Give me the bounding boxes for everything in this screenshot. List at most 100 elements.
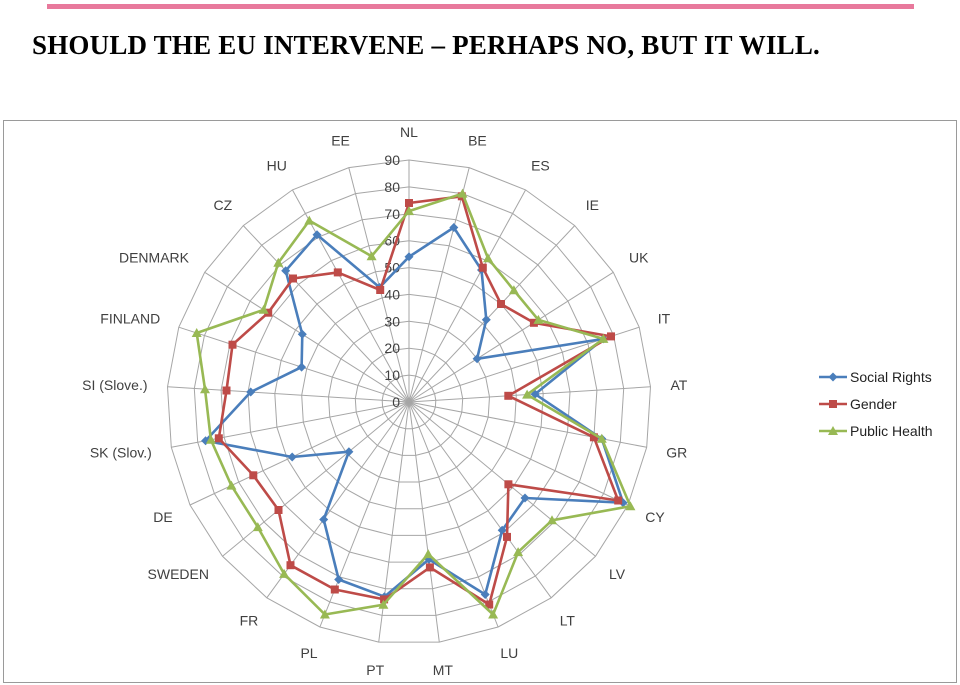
tick-label: 20 — [384, 340, 400, 356]
grid-ring-20 — [354, 347, 464, 456]
point-marker — [319, 609, 330, 619]
point-marker — [274, 506, 283, 514]
point-marker — [319, 515, 329, 524]
category-label: IE — [586, 197, 599, 213]
point-marker — [828, 372, 838, 382]
category-label: CZ — [214, 197, 233, 213]
spoke — [408, 271, 614, 403]
point-marker — [404, 252, 414, 262]
category-label: IT — [658, 311, 671, 327]
point-marker — [504, 391, 513, 400]
point-marker — [289, 274, 297, 283]
category-label: LU — [500, 645, 518, 661]
spoke — [408, 401, 499, 628]
tick-label: 10 — [384, 367, 400, 383]
point-marker — [481, 315, 491, 325]
point-marker — [228, 340, 237, 349]
point-marker — [520, 493, 530, 503]
spoke — [408, 401, 629, 506]
grid-ring-10 — [381, 374, 437, 430]
legend-item-public-health: Public Health — [819, 423, 933, 439]
category-label: FR — [240, 612, 259, 628]
point-marker — [333, 268, 342, 277]
series-gender — [214, 192, 623, 609]
point-marker — [614, 496, 623, 505]
point-marker — [547, 515, 557, 525]
series-social-rights — [201, 223, 628, 602]
point-marker — [304, 215, 315, 225]
point-marker — [522, 389, 533, 399]
grid-ring-40 — [301, 293, 517, 510]
spoke — [408, 225, 576, 403]
point-marker — [513, 547, 524, 557]
point-marker — [508, 285, 519, 295]
category-label: MT — [433, 662, 454, 678]
point-marker — [404, 206, 414, 216]
tick-label: 90 — [384, 152, 400, 168]
grid-ring-90 — [166, 159, 652, 643]
spoke — [408, 401, 647, 448]
point-marker — [214, 434, 223, 443]
category-label: BE — [468, 133, 487, 149]
radar-grid — [166, 159, 652, 643]
point-marker — [472, 354, 482, 364]
spoke — [408, 401, 440, 643]
point-marker — [504, 480, 513, 489]
point-marker — [625, 501, 636, 511]
category-label: SI (Slove.) — [82, 377, 147, 393]
point-marker — [449, 223, 459, 232]
point-marker — [252, 522, 263, 532]
point-marker — [405, 199, 413, 207]
point-marker — [249, 471, 258, 480]
point-marker — [279, 568, 290, 578]
legend: Social Rights Gender Public Health — [819, 369, 933, 439]
point-marker — [376, 286, 385, 294]
spoke — [408, 401, 596, 557]
point-marker — [330, 585, 339, 594]
grid-ring-80 — [193, 186, 625, 616]
category-label: DE — [153, 509, 172, 525]
point-marker — [478, 263, 487, 272]
series-public-health — [191, 188, 636, 619]
spoke — [178, 326, 410, 403]
spoke — [291, 189, 410, 403]
point-marker — [378, 599, 389, 609]
top-accent-rule — [47, 4, 914, 9]
point-marker — [457, 188, 468, 198]
spoke — [242, 225, 410, 403]
spoke — [408, 189, 527, 403]
point-marker — [246, 387, 256, 397]
category-label: AT — [671, 377, 688, 393]
tick-label: 40 — [384, 286, 400, 302]
point-marker — [200, 384, 210, 394]
tick-label: 30 — [384, 313, 400, 329]
tick-label: 80 — [384, 179, 400, 195]
point-marker — [425, 563, 434, 572]
point-marker — [222, 386, 231, 395]
point-marker — [480, 590, 490, 599]
series-line — [217, 195, 620, 606]
grid-ring-50 — [274, 267, 544, 536]
category-label: SK (Slov.) — [90, 445, 152, 461]
point-marker — [380, 595, 389, 604]
category-label: LT — [560, 612, 576, 628]
point-marker — [488, 609, 499, 619]
point-marker — [598, 333, 609, 343]
point-marker — [483, 253, 493, 263]
legend-label: Gender — [850, 396, 897, 412]
point-marker — [589, 433, 598, 442]
point-marker — [297, 362, 307, 372]
point-marker — [497, 300, 505, 308]
category-label: EE — [331, 133, 350, 149]
category-label: UK — [629, 249, 649, 265]
point-marker — [273, 257, 284, 267]
point-marker — [258, 304, 269, 314]
point-marker — [226, 480, 237, 490]
point-marker — [829, 400, 837, 408]
tick-label: 70 — [384, 206, 400, 222]
point-marker — [607, 332, 615, 341]
spoke — [204, 271, 410, 403]
point-marker — [287, 452, 297, 462]
point-marker — [334, 575, 344, 584]
category-label: NL — [400, 124, 418, 140]
